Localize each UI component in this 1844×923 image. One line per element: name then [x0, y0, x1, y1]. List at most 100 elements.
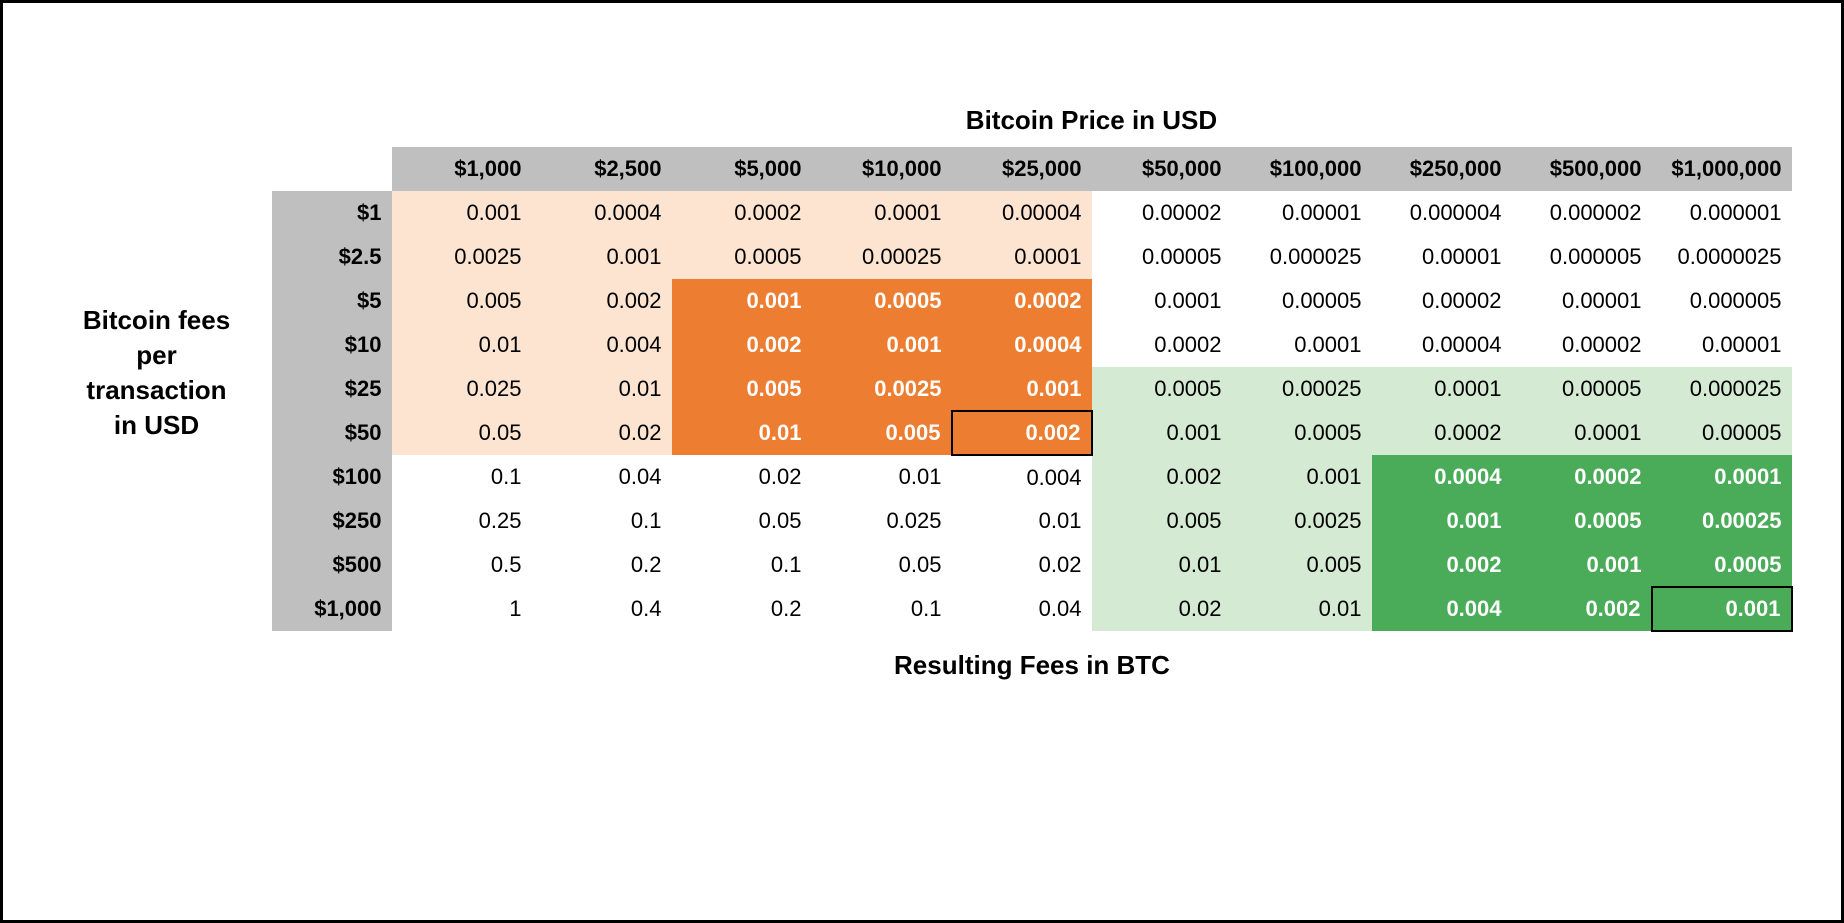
data-cell: 0.000004	[1372, 191, 1512, 235]
data-cell: 0.0001	[1092, 279, 1232, 323]
data-cell: 0.0002	[952, 279, 1092, 323]
column-header: $50,000	[1092, 147, 1232, 191]
column-header-row: $1,000$2,500$5,000$10,000$25,000$50,000$…	[272, 147, 1792, 191]
table-row: $1000.10.040.020.010.0040.0020.0010.0004…	[272, 455, 1792, 499]
data-cell: 0.0025	[812, 367, 952, 411]
data-cell: 0.001	[812, 323, 952, 367]
data-cell: 0.001	[1092, 411, 1232, 455]
data-cell: 0.000001	[1652, 191, 1792, 235]
data-cell: 0.000005	[1512, 235, 1652, 279]
data-cell: 0.2	[672, 587, 812, 631]
row-header: $1	[272, 191, 392, 235]
data-cell: 0.4	[532, 587, 672, 631]
data-cell: 0.000005	[1652, 279, 1792, 323]
table-row: $1,00010.40.20.10.040.020.010.0040.0020.…	[272, 587, 1792, 631]
data-cell: 0.00005	[1652, 411, 1792, 455]
data-cell: 0.5	[392, 543, 532, 587]
data-cell: 0.01	[1092, 543, 1232, 587]
data-cell: 0.00002	[1512, 323, 1652, 367]
data-cell: 0.004	[532, 323, 672, 367]
row-header: $2.5	[272, 235, 392, 279]
data-cell: 0.02	[952, 543, 1092, 587]
data-cell: 0.1	[392, 455, 532, 499]
data-cell: 1	[392, 587, 532, 631]
data-cell: 0.0005	[672, 235, 812, 279]
row-header: $10	[272, 323, 392, 367]
data-cell: 0.04	[532, 455, 672, 499]
data-cell: 0.00001	[1232, 191, 1372, 235]
column-header: $500,000	[1512, 147, 1652, 191]
data-cell: 0.000025	[1652, 367, 1792, 411]
data-cell: 0.001	[532, 235, 672, 279]
data-cell: 0.00001	[1652, 323, 1792, 367]
data-cell: 0.025	[392, 367, 532, 411]
data-cell: 0.002	[1512, 587, 1652, 631]
row-header: $25	[272, 367, 392, 411]
data-cell: 0.0001	[1512, 411, 1652, 455]
data-cell: 0.1	[532, 499, 672, 543]
column-header: $250,000	[1372, 147, 1512, 191]
table-body: $10.0010.00040.00020.00010.000040.000020…	[272, 191, 1792, 631]
data-cell: 0.05	[672, 499, 812, 543]
data-cell: 0.0005	[1232, 411, 1372, 455]
data-cell: 0.0001	[952, 235, 1092, 279]
table-row: $100.010.0040.0020.0010.00040.00020.0001…	[272, 323, 1792, 367]
row-header: $100	[272, 455, 392, 499]
data-cell: 0.004	[1372, 587, 1512, 631]
data-cell: 0.00005	[1232, 279, 1372, 323]
table-row: $2500.250.10.050.0250.010.0050.00250.001…	[272, 499, 1792, 543]
data-cell: 0.0001	[1372, 367, 1512, 411]
data-cell: 0.001	[672, 279, 812, 323]
y-axis-label: Bitcoin feespertransactionin USD	[52, 103, 272, 443]
table-row: $2.50.00250.0010.00050.000250.00010.0000…	[272, 235, 1792, 279]
data-cell: 0.0004	[952, 323, 1092, 367]
data-cell: 0.005	[812, 411, 952, 455]
data-cell: 0.0000025	[1652, 235, 1792, 279]
table-container: Bitcoin Price in USD $1,000$2,500$5,000$…	[272, 103, 1793, 681]
data-cell: 0.00025	[812, 235, 952, 279]
data-cell: 0.0001	[1232, 323, 1372, 367]
data-cell: 0.02	[1092, 587, 1232, 631]
data-cell: 0.0005	[812, 279, 952, 323]
table-row: $5000.50.20.10.050.020.010.0050.0020.001…	[272, 543, 1792, 587]
data-cell: 0.00005	[1512, 367, 1652, 411]
data-cell: 0.05	[812, 543, 952, 587]
data-cell: 0.01	[952, 499, 1092, 543]
data-cell: 0.001	[1652, 587, 1792, 631]
data-cell: 0.005	[392, 279, 532, 323]
data-cell: 0.005	[1232, 543, 1372, 587]
data-cell: 0.01	[812, 455, 952, 499]
table-row: $50.0050.0020.0010.00050.00020.00010.000…	[272, 279, 1792, 323]
data-cell: 0.005	[672, 367, 812, 411]
data-cell: 0.04	[952, 587, 1092, 631]
chart-frame: Bitcoin feespertransactionin USD Bitcoin…	[0, 0, 1844, 923]
title-row: Bitcoin Price in USD	[272, 103, 1792, 147]
data-cell: 0.05	[392, 411, 532, 455]
data-cell: 0.000025	[1232, 235, 1372, 279]
data-cell: 0.001	[392, 191, 532, 235]
column-header: $100,000	[1232, 147, 1372, 191]
data-cell: 0.0004	[532, 191, 672, 235]
y-axis-label-line1: Bitcoin feespertransactionin USD	[83, 305, 230, 440]
chart-wrap: Bitcoin feespertransactionin USD Bitcoin…	[33, 103, 1811, 681]
data-cell: 0.00002	[1092, 191, 1232, 235]
data-cell: 0.002	[952, 411, 1092, 455]
data-cell: 0.0001	[1652, 455, 1792, 499]
table-row: $250.0250.010.0050.00250.0010.00050.0002…	[272, 367, 1792, 411]
data-cell: 0.02	[672, 455, 812, 499]
data-cell: 0.000002	[1512, 191, 1652, 235]
fee-table: Bitcoin Price in USD $1,000$2,500$5,000$…	[272, 103, 1793, 632]
data-cell: 0.01	[532, 367, 672, 411]
column-header: $1,000,000	[1652, 147, 1792, 191]
data-cell: 0.002	[672, 323, 812, 367]
row-header: $250	[272, 499, 392, 543]
data-cell: 0.00025	[1232, 367, 1372, 411]
table-row: $500.050.020.010.0050.0020.0010.00050.00…	[272, 411, 1792, 455]
data-cell: 0.001	[952, 367, 1092, 411]
data-cell: 0.01	[1232, 587, 1372, 631]
column-header: $5,000	[672, 147, 812, 191]
data-cell: 0.00004	[952, 191, 1092, 235]
data-cell: 0.2	[532, 543, 672, 587]
data-cell: 0.00025	[1652, 499, 1792, 543]
data-cell: 0.002	[532, 279, 672, 323]
